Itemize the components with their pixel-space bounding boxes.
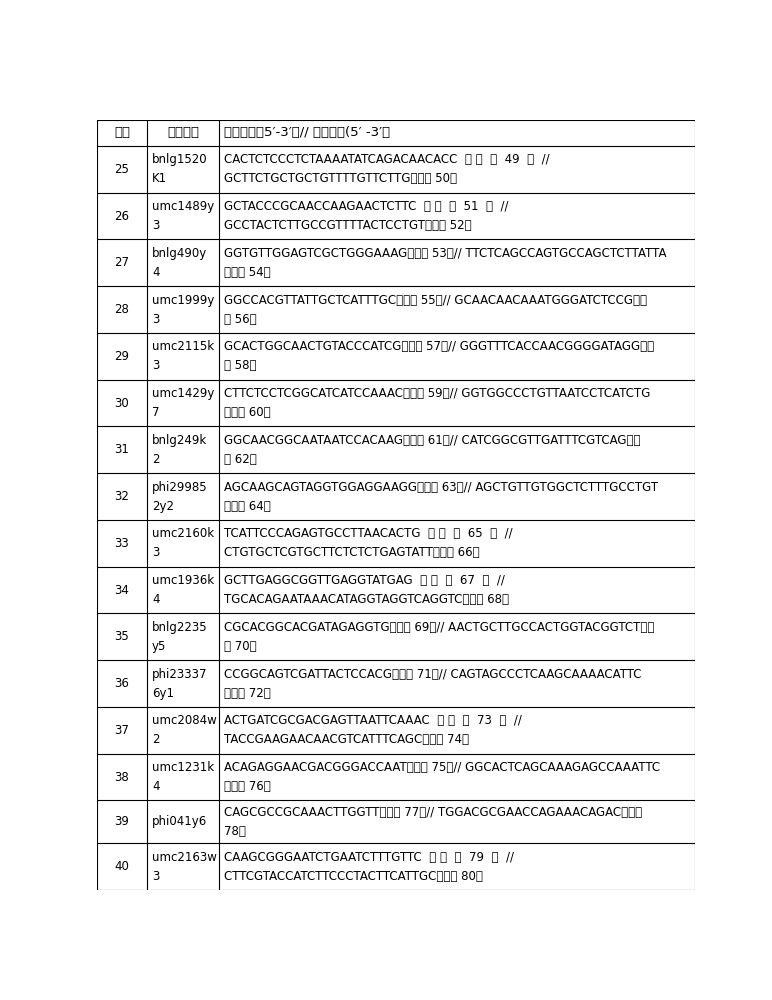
Text: 36: 36	[114, 677, 130, 690]
Text: GCTTGAGGCGGTTGAGGTATGAG  （ 序  列  67  ）  //
TGCACAGAATAAACATAGGTAGGTCAGGTC（序列 68）: GCTTGAGGCGGTTGAGGTATGAG （ 序 列 67 ） // TG…	[224, 574, 509, 606]
Text: bnlg2235
y5: bnlg2235 y5	[152, 621, 208, 653]
Text: bnlg1520
K1: bnlg1520 K1	[152, 153, 208, 185]
Text: 引物名称: 引物名称	[168, 126, 199, 139]
Text: CAGCGCCGCAAACTTGGTT（序列 77）// TGGACGCGAACCAGAAACAGAC（序列
78）: CAGCGCCGCAAACTTGGTT（序列 77）// TGGACGCGAAC…	[224, 806, 642, 838]
Text: 35: 35	[114, 630, 129, 643]
Text: TCATTCCCAGAGTGCCTTAACACTG  （ 序  列  65  ）  //
CTGTGCTCGTGCTTCTCTCTGAGTATT（序列 66）: TCATTCCCAGAGTGCCTTAACACTG （ 序 列 65 ） // …	[224, 527, 513, 559]
Text: CGCACGGCACGATAGAGGTG（序列 69）// AACTGCTTGCCACTGGTACGGTCT（序
列 70）: CGCACGGCACGATAGAGGTG（序列 69）// AACTGCTTGC…	[224, 621, 655, 653]
Text: umc1489y
3: umc1489y 3	[152, 200, 215, 232]
Text: 29: 29	[114, 350, 130, 363]
Text: 39: 39	[114, 815, 130, 828]
Text: 26: 26	[114, 210, 130, 223]
Text: GGCCACGTTATTGCTCATTTGC（序列 55）// GCAACAACAAATGGGATCTCCG（序
列 56）: GGCCACGTTATTGCTCATTTGC（序列 55）// GCAACAAC…	[224, 294, 647, 326]
Text: umc2160k
3: umc2160k 3	[152, 527, 215, 559]
Text: 25: 25	[114, 163, 130, 176]
Text: 37: 37	[114, 724, 130, 737]
Text: 38: 38	[114, 771, 129, 784]
Text: umc1231k
4: umc1231k 4	[152, 761, 215, 793]
Text: AGCAAGCAGTAGGTGGAGGAAGG（序列 63）// AGCTGTTGTGGCTCTTTGCCTGT
（序列 64）: AGCAAGCAGTAGGTGGAGGAAGG（序列 63）// AGCTGTT…	[224, 481, 658, 513]
Text: phi041y6: phi041y6	[152, 815, 208, 828]
Text: umc2115k
3: umc2115k 3	[152, 340, 215, 372]
Text: phi29985
2y2: phi29985 2y2	[152, 481, 208, 513]
Text: GGCAACGGCAATAATCCACAAG（序列 61）// CATCGGCGTTGATTTCGTCAG（序
列 62）: GGCAACGGCAATAATCCACAAG（序列 61）// CATCGGCG…	[224, 434, 641, 466]
Text: 34: 34	[114, 584, 130, 597]
Text: 30: 30	[114, 397, 129, 410]
Text: 33: 33	[114, 537, 129, 550]
Text: CAAGCGGGAATCTGAATCTTTGTTC  （ 序  列  79  ）  //
CTTCGTACCATCTTCCCTACTTCATTGC（序列 80）: CAAGCGGGAATCTGAATCTTTGTTC （ 序 列 79 ） // …	[224, 851, 514, 883]
Text: umc2163w
3: umc2163w 3	[152, 851, 217, 883]
Text: phi23337
6y1: phi23337 6y1	[152, 668, 208, 700]
Text: 28: 28	[114, 303, 130, 316]
Text: bnlg490y
4: bnlg490y 4	[152, 247, 208, 279]
Text: CACTCTCCCTCTAAAATATCAGACAACACC  （ 序  列  49  ）  //
GCTTCTGCTGCTGTTTTGTTCTTG（序列 50: CACTCTCCCTCTAAAATATCAGACAACACC （ 序 列 49 …	[224, 153, 550, 185]
Text: GGTGTTGGAGTCGCTGGGAAAG（序列 53）// TTCTCAGCCAGTGCCAGCTCTTATTA
（序列 54）: GGTGTTGGAGTCGCTGGGAAAG（序列 53）// TTCTCAGC…	[224, 247, 666, 279]
Text: ACTGATCGCGACGAGTTAATTCAAAC  （ 序  列  73  ）  //
TACCGAAGAACAACGTCATTTCAGC（序列 74）: ACTGATCGCGACGAGTTAATTCAAAC （ 序 列 73 ） //…	[224, 714, 522, 746]
Text: umc2084w
2: umc2084w 2	[152, 714, 217, 746]
Text: umc1999y
3: umc1999y 3	[152, 294, 215, 326]
Text: bnlg249k
2: bnlg249k 2	[152, 434, 208, 466]
Text: 40: 40	[114, 860, 130, 873]
Text: 上游引物（5′-3′）// 下游引物(5′ -3′）: 上游引物（5′-3′）// 下游引物(5′ -3′）	[224, 126, 390, 139]
Text: 27: 27	[114, 256, 130, 269]
Text: ACAGAGGAACGACGGGACCAAT（序列 75）// GGCACTCAGCAAAGAGCCAAATTC
（序列 76）: ACAGAGGAACGACGGGACCAAT（序列 75）// GGCACTCA…	[224, 761, 660, 793]
Text: 31: 31	[114, 443, 130, 456]
Text: 32: 32	[114, 490, 130, 503]
Text: CCGGCAGTCGATTACTCCACG（序列 71）// CAGTAGCCCTCAAGCAAAACATTC
（序列 72）: CCGGCAGTCGATTACTCCACG（序列 71）// CAGTAGCCC…	[224, 668, 642, 700]
Text: GCACTGGCAACTGTACCCATCG（序列 57）// GGGTTTCACCAACGGGGATAGG（序
列 58）: GCACTGGCAACTGTACCCATCG（序列 57）// GGGTTTCA…	[224, 340, 654, 372]
Text: 序号: 序号	[114, 126, 130, 139]
Text: CTTCTCCTCGGCATCATCCAAAC（序列 59）// GGTGGCCCTGTTAATCCTCATCTG
（序列 60）: CTTCTCCTCGGCATCATCCAAAC（序列 59）// GGTGGCC…	[224, 387, 650, 419]
Text: GCTACCCGCAACCAAGAACTCTTC  （ 序  列  51  ）  //
GCCTACTCTTGCCGTTTTACTCCTGT（序列 52）: GCTACCCGCAACCAAGAACTCTTC （ 序 列 51 ） // G…	[224, 200, 509, 232]
Text: umc1429y
7: umc1429y 7	[152, 387, 215, 419]
Text: umc1936k
4: umc1936k 4	[152, 574, 215, 606]
